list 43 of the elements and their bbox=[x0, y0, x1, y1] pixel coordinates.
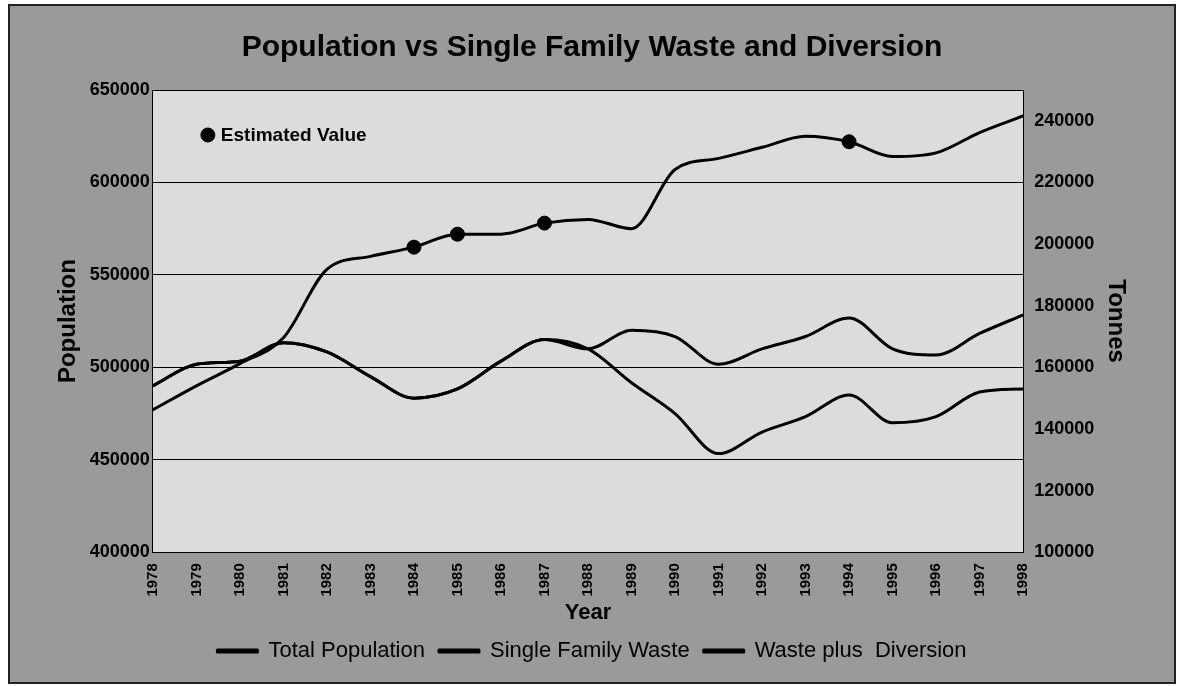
x-tick-label: 1998 bbox=[1013, 563, 1031, 597]
x-tick-label: 1978 bbox=[143, 563, 161, 597]
x-tick-label: 1986 bbox=[491, 563, 509, 597]
legend-label: Waste plus Diversion bbox=[754, 637, 967, 663]
x-tick-label: 1995 bbox=[882, 563, 900, 597]
x-tick-label: 1987 bbox=[534, 563, 552, 597]
y2-tick-label: 180000 bbox=[1034, 294, 1095, 315]
x-tick-label: 1979 bbox=[186, 563, 204, 597]
x-tick-label: 1984 bbox=[404, 562, 422, 597]
y-tick-label: 450000 bbox=[89, 448, 150, 469]
x-tick-label: 1990 bbox=[665, 563, 683, 597]
x-tick-label: 1989 bbox=[621, 563, 639, 597]
x-tick-label: 1981 bbox=[273, 563, 291, 597]
x-tick-label: 1982 bbox=[317, 563, 335, 597]
y2-tick-label: 220000 bbox=[1034, 171, 1095, 192]
x-tick-label: 1991 bbox=[708, 563, 726, 597]
y-tick-label: 600000 bbox=[89, 171, 150, 192]
y2-tick-label: 200000 bbox=[1034, 233, 1095, 254]
y2-tick-label: 120000 bbox=[1034, 479, 1095, 500]
x-axis-title: Year bbox=[564, 598, 612, 624]
y-tick-label: 500000 bbox=[89, 356, 150, 377]
y2-tick-label: 140000 bbox=[1034, 417, 1095, 438]
y2-tick-label: 100000 bbox=[1034, 541, 1095, 562]
y2-tick-label: 240000 bbox=[1034, 109, 1095, 130]
y-tick-label: 650000 bbox=[89, 78, 150, 99]
x-tick-label: 1992 bbox=[752, 563, 770, 597]
legend-label: Total Population bbox=[268, 637, 425, 663]
chart-title: Population vs Single Family Waste and Diversion bbox=[241, 29, 943, 63]
x-tick-label: 1996 bbox=[926, 563, 944, 597]
legend-label: Estimated Value bbox=[220, 124, 367, 146]
y-tick-label: 400000 bbox=[89, 541, 150, 562]
x-tick-label: 1980 bbox=[230, 563, 248, 597]
y2-tick-label: 160000 bbox=[1034, 356, 1095, 377]
x-tick-label: 1988 bbox=[578, 563, 596, 597]
legend-label: Single Family Waste bbox=[489, 637, 690, 663]
x-tick-label: 1994 bbox=[839, 562, 857, 597]
x-tick-label: 1985 bbox=[447, 563, 465, 597]
y2-axis-title: Tonnes bbox=[1103, 279, 1131, 363]
x-tick-label: 1997 bbox=[969, 563, 987, 597]
x-tick-label: 1993 bbox=[795, 563, 813, 597]
x-tick-label: 1983 bbox=[360, 563, 378, 597]
y-tick-label: 550000 bbox=[89, 263, 150, 284]
y-axis-title: Population bbox=[53, 259, 81, 384]
